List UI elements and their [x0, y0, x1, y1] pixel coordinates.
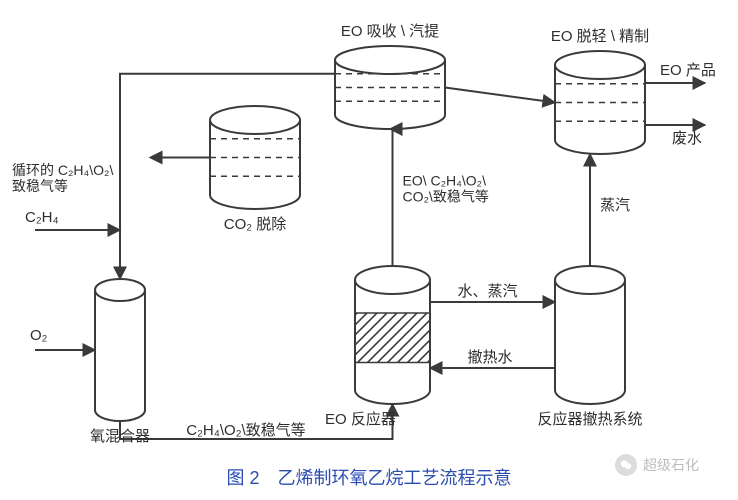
- watermark: 超级石化: [615, 454, 699, 476]
- vessel-reactor: [355, 266, 430, 404]
- label-co2: CO₂ 脱除: [224, 216, 287, 233]
- label-reactor: EO 反应器: [325, 410, 396, 428]
- label-feed: C₂H₄\O₂\致稳气等: [186, 421, 305, 439]
- vessel-absorber: [335, 46, 445, 129]
- label-steam: 蒸汽: [600, 197, 630, 214]
- label-coolwater: 撤热水: [468, 349, 513, 366]
- arrow-reactor-up: [390, 129, 393, 266]
- process-flow-diagram: 氧混合器 CO₂ 脱除 EO 吸收 \ 汽提 EO 脱轻 \ 精制 EO 反应器 反应器撤…: [0, 0, 738, 500]
- arrow-abs-to-refine: [445, 88, 555, 103]
- vessel-refine: [555, 51, 645, 154]
- vessel-heat: [555, 266, 625, 404]
- label-water-steam: 水、蒸汽: [458, 283, 518, 300]
- label-recycle: 循环的 C₂H₄\O₂\致稳气等: [12, 162, 113, 194]
- label-eo-product: EO 产品: [660, 62, 716, 79]
- wechat-icon: [615, 454, 637, 476]
- label-absorber: EO 吸收 \ 汽提: [341, 23, 439, 40]
- label-heat: 反应器撤热系统: [537, 410, 642, 428]
- label-reactor-up: EO\ C₂H₄\O₂\CO₂\致稳气等: [403, 173, 489, 205]
- vessel-co2: [210, 106, 300, 209]
- label-mixer: 氧混合器: [90, 428, 150, 445]
- label-o2: O₂: [30, 327, 48, 344]
- label-refine: EO 脱轻 \ 精制: [551, 28, 649, 45]
- label-c2h4: C₂H₄: [25, 209, 59, 226]
- vessel-mixer: [95, 279, 145, 421]
- label-wastewater: 废水: [672, 130, 702, 147]
- watermark-text: 超级石化: [643, 455, 699, 475]
